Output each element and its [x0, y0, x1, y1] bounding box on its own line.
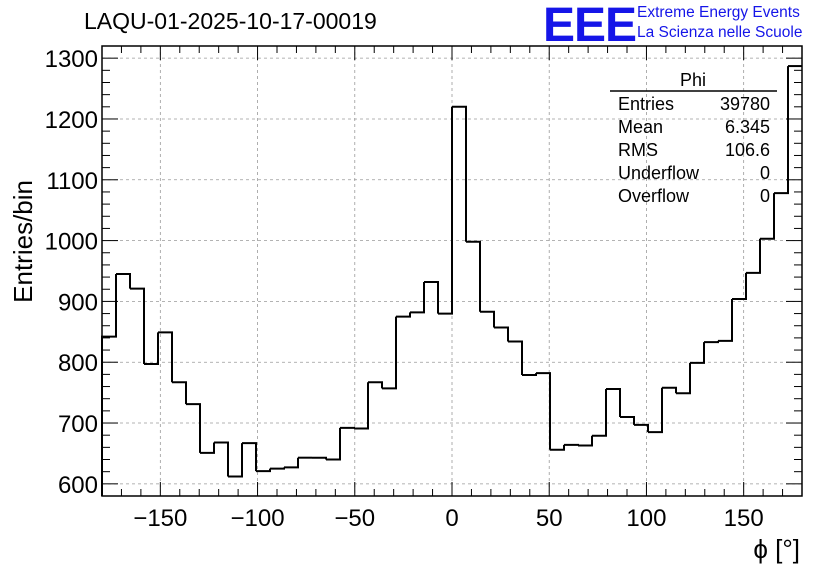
histogram-bin — [522, 373, 537, 376]
stats-label: RMS — [618, 140, 658, 160]
histogram-bin — [676, 362, 691, 395]
histogram-bin — [214, 441, 229, 477]
histogram-bin — [256, 468, 271, 473]
histogram-bin — [382, 316, 397, 390]
histogram-bin — [564, 443, 579, 446]
y-tick-label: 1100 — [46, 168, 98, 195]
stats-label: Underflow — [618, 163, 700, 183]
y-tick-label: 1000 — [45, 229, 98, 256]
stats-label: Mean — [618, 117, 663, 137]
histogram-bin — [620, 415, 635, 425]
stats-label: Entries — [618, 94, 674, 114]
histogram-bin — [144, 332, 159, 366]
histogram-bin — [186, 403, 201, 453]
y-tick-label: 800 — [58, 350, 98, 377]
histogram-bin — [592, 388, 607, 437]
stats-box: Phi Entries 39780 Mean 6.345 RMS 106.6 Underfl… — [610, 70, 777, 206]
eee-logo: EEE — [543, 0, 637, 52]
histogram-bin — [690, 342, 705, 364]
histogram-bin — [536, 372, 551, 450]
histogram-bin — [452, 105, 467, 242]
histogram-bin — [606, 387, 621, 417]
histogram-bin — [508, 340, 523, 375]
histogram-bin — [746, 238, 761, 274]
stats-value: 39780 — [720, 94, 770, 114]
x-tick-label: 50 — [536, 505, 563, 532]
y-tick-label: 1200 — [45, 107, 98, 134]
histogram-bin — [410, 281, 425, 314]
tick-marks — [101, 45, 803, 496]
y-axis-label: Entries/bin — [8, 180, 38, 303]
histogram-bin — [396, 312, 411, 318]
histogram-bin — [718, 298, 733, 342]
stats-value: 0 — [760, 163, 770, 183]
histogram-bin — [116, 273, 131, 289]
x-tick-label: −50 — [334, 505, 375, 532]
histogram-bin — [774, 66, 789, 195]
histogram-bin — [228, 443, 243, 478]
histogram-bin — [732, 272, 747, 300]
histogram-bin — [284, 457, 299, 469]
y-tick-label: 900 — [58, 289, 98, 316]
x-tick-label: 100 — [626, 505, 666, 532]
histogram-bin — [648, 387, 663, 434]
x-tick-label: −100 — [231, 505, 285, 532]
y-tick-label: 1300 — [45, 46, 98, 73]
x-axis-label: ϕ [°] — [753, 534, 800, 564]
histogram-bin — [101, 274, 117, 496]
histogram-bin — [494, 326, 509, 342]
y-tick-label: 700 — [58, 411, 98, 438]
stats-value: 106.6 — [725, 140, 770, 160]
histogram-bin — [354, 382, 369, 430]
histogram-bin — [270, 467, 285, 470]
histogram-bin — [368, 381, 383, 389]
histogram-bin — [158, 331, 173, 383]
x-tick-label: −150 — [133, 505, 187, 532]
histogram-bin — [704, 340, 719, 344]
histogram-bin — [326, 427, 341, 461]
histogram-bin — [312, 456, 327, 460]
tick-labels: −150 −100 −50 0 50 100 150 600 700 800 900 1000 1100… — [45, 46, 764, 532]
x-tick-label: 0 — [445, 505, 458, 532]
logo-caption-line1: Extreme Energy Events — [637, 4, 800, 21]
histogram-bin — [466, 240, 481, 312]
y-tick-label: 600 — [58, 472, 98, 499]
stats-label: Overflow — [618, 186, 690, 206]
histogram-bin — [200, 442, 215, 454]
histogram-bin — [760, 193, 775, 240]
histogram-bin — [634, 423, 649, 433]
histogram-bin — [438, 106, 453, 315]
histogram-bin — [340, 426, 355, 429]
histogram-bin — [172, 381, 187, 405]
histogram-bin — [550, 444, 565, 451]
histogram-bin — [242, 442, 257, 472]
histogram-bin — [130, 287, 145, 365]
x-tick-label: 150 — [724, 505, 764, 532]
histogram-bin — [480, 310, 495, 328]
histogram-bin — [578, 435, 593, 447]
stats-name: Phi — [680, 70, 706, 90]
histogram-bin — [424, 280, 439, 314]
histogram-bin — [662, 386, 677, 394]
stats-value: 0 — [760, 186, 770, 206]
logo-caption-line2: La Scienza nelle Scuole — [637, 24, 803, 41]
chart-title: LAQU-01-2025-10-17-00019 — [84, 8, 377, 34]
stats-value: 6.345 — [725, 117, 770, 137]
